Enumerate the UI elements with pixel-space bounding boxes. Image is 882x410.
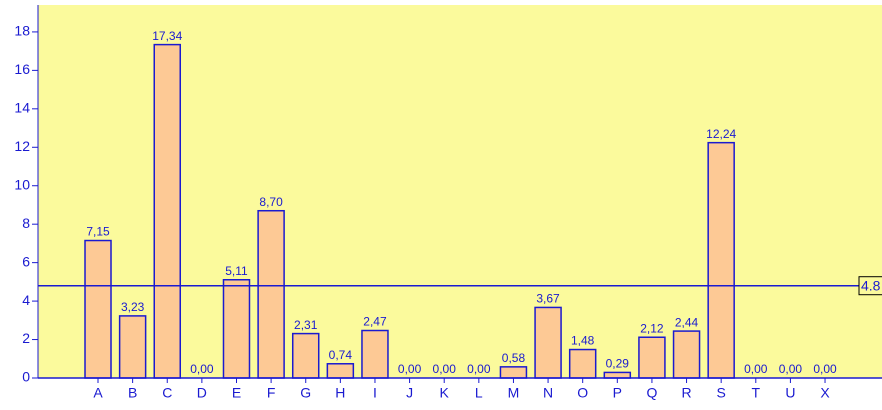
bar: [118, 315, 147, 379]
y-tick-label: 8: [22, 215, 30, 231]
value-label: 0,00: [190, 362, 214, 376]
bar: [291, 332, 320, 379]
x-tick-label: T: [752, 385, 761, 401]
bar: [638, 336, 666, 379]
value-label: 2,44: [675, 315, 699, 329]
y-tick-label: 12: [14, 138, 30, 154]
x-tick-label: F: [267, 385, 276, 401]
x-tick-label: P: [613, 385, 622, 401]
x-tick-label: C: [162, 385, 172, 401]
reference-label: 4.8: [861, 277, 881, 293]
value-label: 12,24: [706, 127, 736, 141]
y-tick-label: 4: [22, 292, 30, 308]
value-label: 3,23: [121, 300, 145, 314]
bar: [222, 279, 251, 379]
value-label: 5,11: [225, 264, 248, 278]
value-label: 7,15: [86, 225, 110, 239]
y-tick-label: 14: [14, 100, 30, 116]
value-label: 2,47: [363, 315, 387, 329]
x-tick-label: A: [93, 385, 103, 401]
y-tick-label: 0: [22, 369, 30, 385]
x-tick-label: O: [577, 385, 588, 401]
x-tick-label: J: [406, 385, 413, 401]
x-tick-label: D: [197, 385, 207, 401]
x-tick-label: X: [820, 385, 830, 401]
bar: [84, 239, 112, 379]
value-label: 0,00: [813, 362, 837, 376]
y-tick-label: 2: [22, 330, 30, 346]
x-tick-label: L: [475, 385, 483, 401]
x-tick-label: I: [373, 385, 377, 401]
x-tick-label: H: [335, 385, 345, 401]
bar: [361, 329, 389, 379]
value-label: 1,48: [571, 334, 595, 348]
value-label: 2,31: [294, 318, 318, 332]
y-tick-label: 18: [14, 23, 30, 39]
y-tick-label: 10: [14, 176, 30, 192]
x-tick-label: G: [300, 385, 311, 401]
y-tick-label: 6: [22, 253, 30, 269]
x-tick-label: Q: [646, 385, 657, 401]
bar: [707, 141, 735, 379]
x-tick-label: E: [232, 385, 241, 401]
value-label: 2,12: [640, 321, 664, 335]
bar: [603, 371, 632, 379]
value-label: 0,58: [502, 351, 526, 365]
value-label: 0,00: [779, 362, 803, 376]
value-label: 8,70: [259, 195, 283, 209]
value-label: 0,00: [433, 362, 457, 376]
value-label: 17,34: [152, 29, 182, 43]
x-tick-label: N: [543, 385, 553, 401]
value-label: 0,00: [744, 362, 768, 376]
bar: [326, 363, 355, 379]
bar: [568, 348, 597, 379]
bar: [534, 306, 562, 379]
x-tick-label: B: [128, 385, 137, 401]
y-tick-label: 16: [14, 61, 30, 77]
x-tick-label: K: [440, 385, 450, 401]
x-tick-label: R: [681, 385, 691, 401]
bar: [499, 366, 528, 379]
value-label: 0,00: [467, 362, 491, 376]
value-label: 0,29: [606, 357, 630, 371]
bar: [672, 330, 701, 379]
x-tick-label: U: [785, 385, 795, 401]
value-label: 3,67: [536, 292, 560, 306]
bar: [257, 209, 285, 379]
x-tick-label: S: [716, 385, 725, 401]
reference-label-box: [858, 276, 882, 296]
bar: [153, 43, 181, 379]
value-label: 0,74: [329, 348, 353, 362]
value-label: 0,00: [398, 362, 422, 376]
x-tick-label: M: [508, 385, 520, 401]
